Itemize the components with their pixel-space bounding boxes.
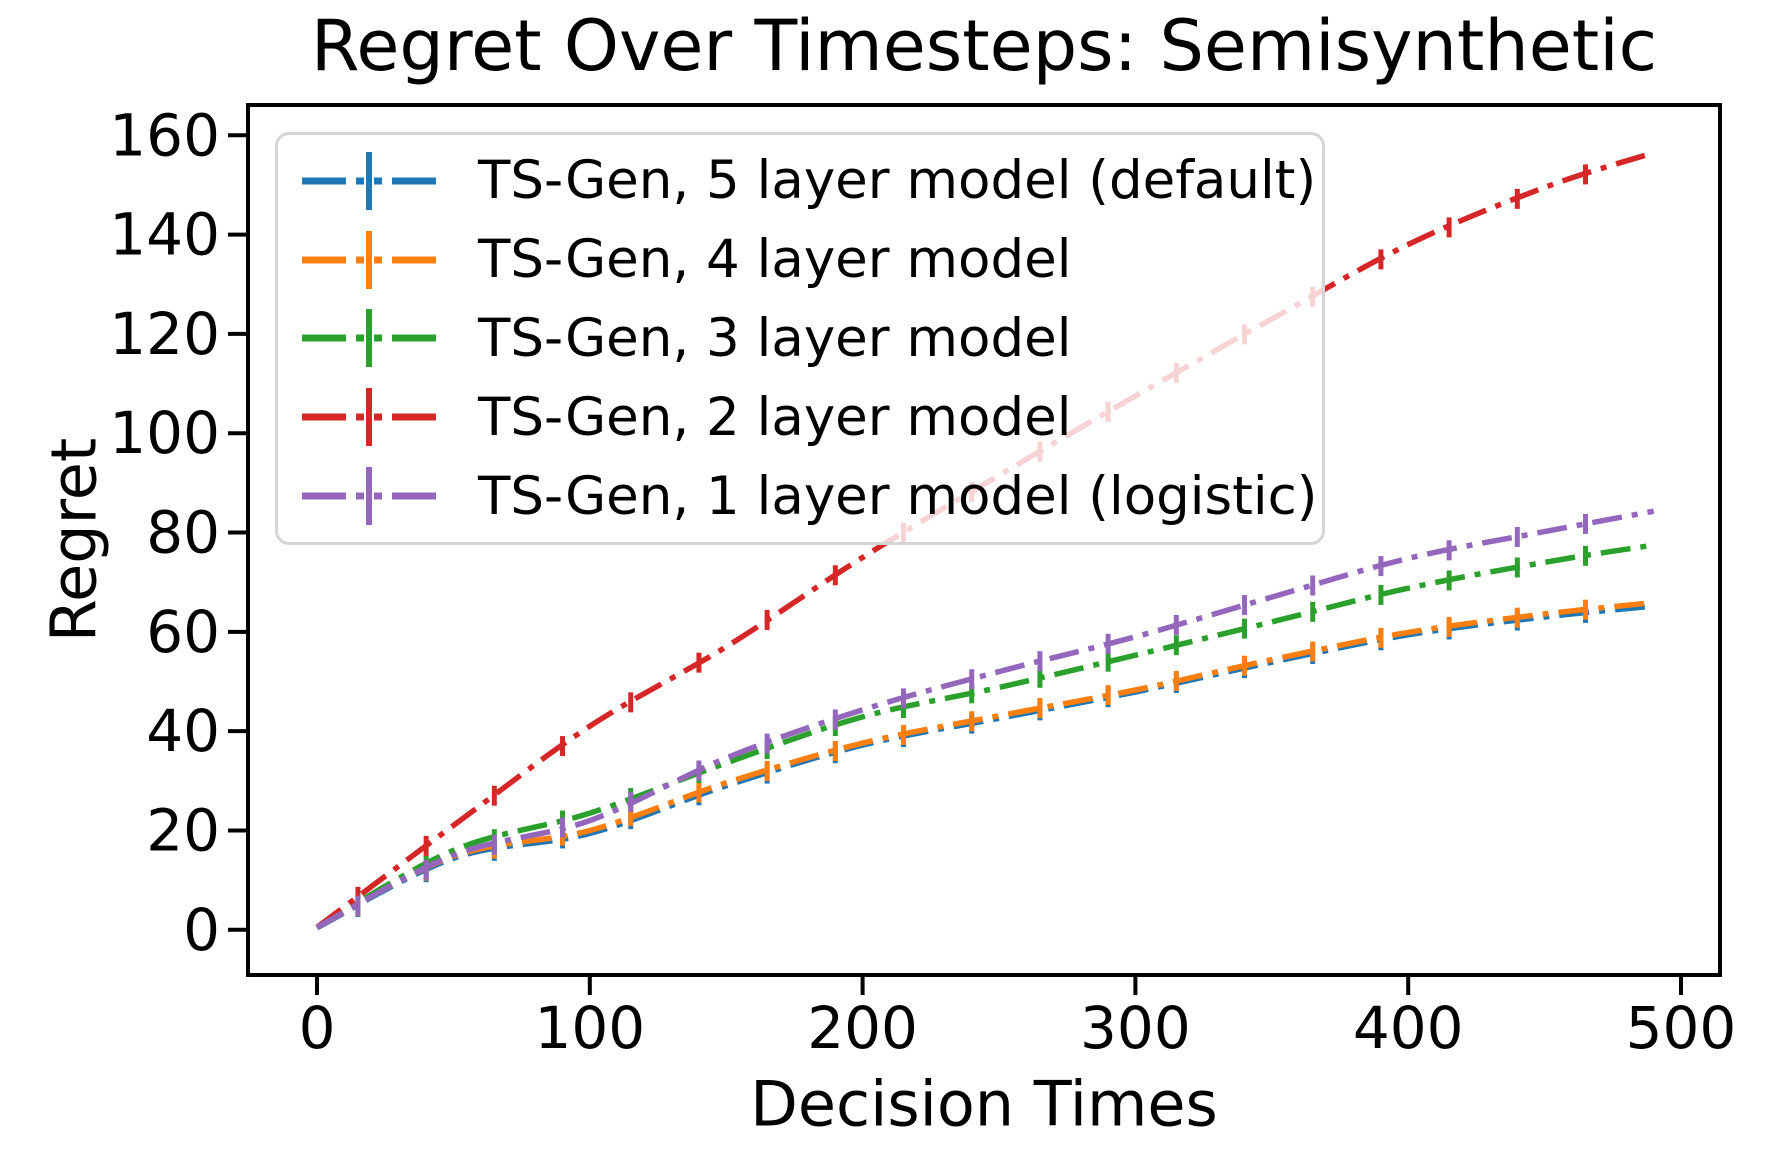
y-tick-label: 0: [183, 896, 220, 964]
x-tick-label: 100: [534, 994, 645, 1062]
axes-frame: [246, 103, 1722, 977]
x-tick-label: 400: [1353, 994, 1464, 1062]
series-line: [315, 508, 1655, 930]
x-tick-label: 200: [807, 994, 918, 1062]
legend-item-label: TS-Gen, 1 layer model (logistic): [478, 465, 1318, 527]
x-axis-ticks: 0 100 200 300 400 500: [299, 975, 1737, 1062]
y-tick-label: 120: [109, 300, 220, 368]
y-axis-ticks: 0 20 40 60 80 100 120 140 160: [109, 101, 248, 964]
legend-item-1-layer: TS-Gen, 1 layer model (logistic): [278, 459, 1322, 533]
legend-item-4-layer: TS-Gen, 4 layer model: [278, 223, 1322, 297]
legend-handle-icon: [302, 309, 436, 368]
legend-handle-icon: [302, 467, 436, 526]
x-tick-label: 300: [1080, 994, 1191, 1062]
legend-item-2-layer: TS-Gen, 2 layer model: [278, 380, 1322, 454]
series-1: [315, 599, 1654, 930]
legend-handle-icon: [302, 230, 436, 289]
y-tick-label: 140: [109, 201, 220, 269]
legend-item-3-layer: TS-Gen, 3 layer model: [278, 301, 1322, 375]
legend-item-label: TS-Gen, 2 layer model: [478, 386, 1072, 448]
legend-item-label: TS-Gen, 4 layer model: [478, 229, 1072, 291]
legend-handle-icon: [302, 151, 436, 210]
legend: TS-Gen, 5 layer model (default) TS-Gen, …: [275, 132, 1325, 545]
series-error-ticks: [355, 513, 1589, 916]
x-tick-label: 0: [299, 994, 336, 1062]
x-axis-label: Decision Times: [750, 1067, 1218, 1141]
y-tick-label: 40: [146, 697, 220, 765]
legend-handle-icon: [302, 388, 436, 447]
x-tick-label: 500: [1626, 994, 1737, 1062]
legend-item-label: TS-Gen, 5 layer model (default): [478, 150, 1317, 212]
legend-item-5-layer: TS-Gen, 5 layer model (default): [278, 144, 1322, 218]
y-tick-label: 160: [109, 101, 220, 169]
series-line: [315, 603, 1654, 931]
series-4: [315, 508, 1655, 930]
y-tick-label: 100: [109, 399, 220, 467]
y-tick-label: 60: [146, 598, 220, 666]
y-tick-label: 20: [146, 796, 220, 864]
chart-title: Regret Over Timesteps: Semisynthetic: [310, 5, 1658, 87]
series-0: [315, 602, 1654, 931]
series-2: [315, 542, 1655, 930]
series-line: [315, 599, 1654, 930]
y-tick-label: 80: [146, 499, 220, 567]
y-axis-label: Regret: [37, 437, 111, 643]
series-line: [315, 542, 1655, 930]
legend-item-label: TS-Gen, 3 layer model: [478, 307, 1072, 369]
